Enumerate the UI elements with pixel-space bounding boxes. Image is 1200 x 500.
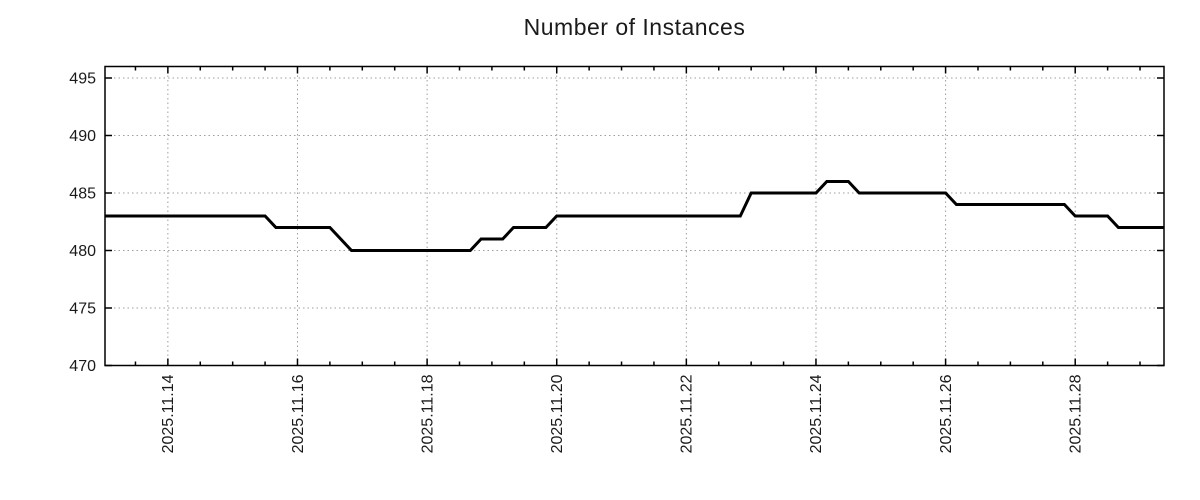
series-line-instances bbox=[105, 180, 1164, 252]
y-tick-label: 490 bbox=[69, 128, 96, 145]
y-tick-labels: 470 475 480 485 490 495 bbox=[69, 70, 96, 375]
x-tick-label: 2025.11.20 bbox=[549, 374, 566, 453]
x-tick-label: 2025.11.18 bbox=[419, 374, 436, 453]
x-tick-label: 2025.11.14 bbox=[160, 374, 177, 453]
x-tick-label: 2025.11.28 bbox=[1067, 374, 1084, 453]
chart-title: Number of Instances bbox=[523, 14, 746, 40]
x-tick-label: 2025.11.16 bbox=[290, 374, 307, 453]
x-tick-label: 2025.11.22 bbox=[679, 374, 696, 453]
y-tick-label: 485 bbox=[69, 185, 96, 202]
axis-ticks bbox=[105, 66, 1164, 367]
series-instances bbox=[105, 180, 1164, 252]
x-tick-label: 2025.11.24 bbox=[808, 374, 825, 453]
x-tick-labels: 2025.11.14 2025.11.16 2025.11.18 2025.11.20… bbox=[160, 374, 1084, 453]
y-tick-label: 470 bbox=[69, 358, 96, 375]
y-tick-label: 480 bbox=[69, 243, 96, 260]
grid-lines bbox=[105, 66, 1164, 366]
y-tick-label: 475 bbox=[69, 300, 96, 317]
y-tick-label: 495 bbox=[69, 70, 96, 87]
x-tick-label: 2025.11.26 bbox=[938, 374, 955, 453]
